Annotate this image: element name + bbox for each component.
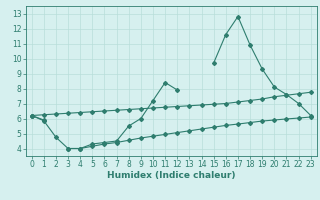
- X-axis label: Humidex (Indice chaleur): Humidex (Indice chaleur): [107, 171, 236, 180]
